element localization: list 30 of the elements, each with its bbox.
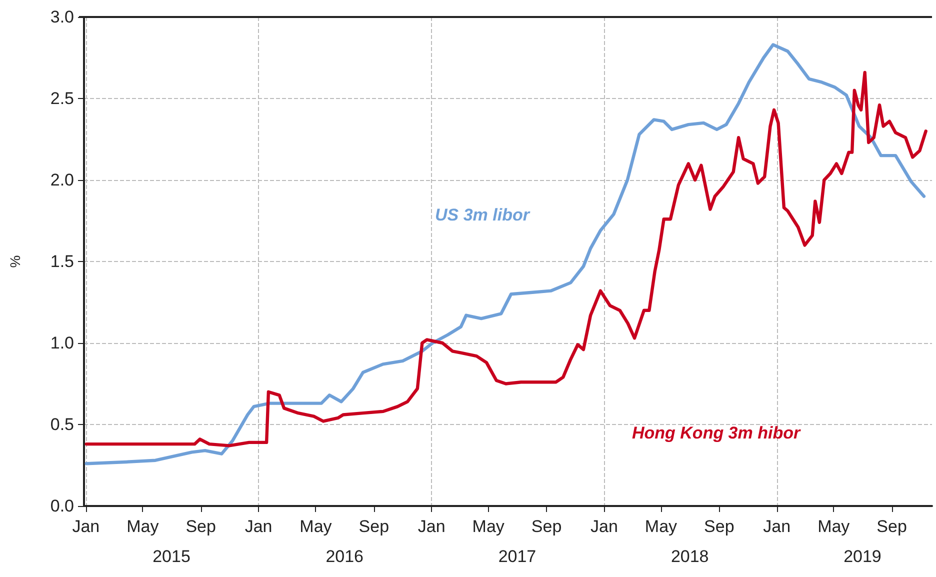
y-tick-label: 2.0	[50, 170, 74, 190]
x-tick-label: Sep	[704, 517, 734, 536]
x-tick-label: Jan	[418, 517, 446, 536]
x2-tick-label: 2016	[326, 547, 364, 566]
x-tick-label: May	[300, 517, 332, 536]
x2-tick-label: 2015	[152, 547, 190, 566]
annotation: Hong Kong 3m hibor	[632, 424, 802, 442]
x-tick-label: Jan	[763, 517, 791, 536]
x-tick-label: Sep	[876, 517, 907, 536]
x2-tick-label: 2018	[670, 547, 709, 566]
x-tick-label: Jan	[72, 517, 100, 536]
x-tick-label: Sep	[531, 517, 562, 536]
x-tick-label: Jan	[244, 517, 272, 536]
y-tick-label: 0.0	[50, 496, 74, 516]
x-tick-label: May	[126, 517, 160, 536]
y-axis-title: %	[7, 255, 23, 268]
y-tick-label: 1.5	[50, 252, 74, 271]
x-tick-label: Sep	[358, 517, 390, 536]
x-tick-label: May	[472, 517, 505, 536]
y-tick-label: 0.5	[50, 415, 74, 434]
y-tick-label: 1.0	[50, 334, 74, 352]
x-tick-label: May	[818, 517, 850, 536]
x-tick-label: Sep	[186, 517, 216, 536]
annotation: US 3m libor	[435, 206, 531, 224]
y-tick-label: 2.5	[50, 89, 74, 108]
y-tick-label: 3.0	[50, 8, 74, 26]
x2-tick-label: 2019	[844, 547, 882, 566]
x-tick-label: May	[644, 517, 678, 536]
x-tick-label: Jan	[590, 517, 618, 536]
x2-tick-label: 2017	[498, 547, 536, 566]
